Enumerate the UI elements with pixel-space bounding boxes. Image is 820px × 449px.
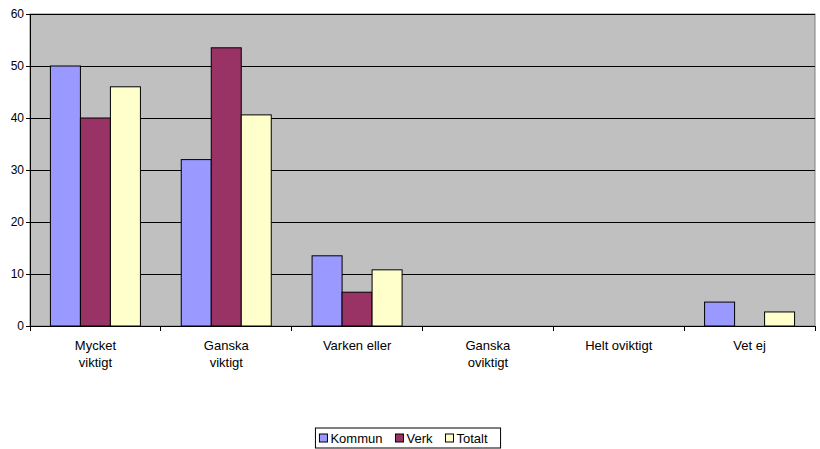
plot-area xyxy=(30,14,815,326)
legend-label: Totalt xyxy=(456,431,487,446)
x-tick xyxy=(815,326,816,331)
y-tick xyxy=(26,326,30,327)
y-tick xyxy=(26,66,30,67)
x-tick-label: Varken eller xyxy=(323,338,392,353)
y-tick-label: 20 xyxy=(11,215,25,229)
x-tick xyxy=(553,326,554,331)
legend-swatch xyxy=(445,434,453,442)
bars xyxy=(50,48,794,326)
grid-line xyxy=(30,118,815,119)
x-tick-label: Vet ej xyxy=(733,338,766,353)
legend-swatch xyxy=(395,434,403,442)
legend: Kommun Verk Totalt xyxy=(315,428,500,448)
x-tick xyxy=(422,326,423,331)
grid-line xyxy=(30,326,815,327)
y-tick-label: 0 xyxy=(17,319,24,333)
y-tick-label: 60 xyxy=(11,7,25,21)
y-tick xyxy=(26,118,30,119)
chart: 0 10 20 30 40 50 60 Mycketviktigt Ganskaviktigt V… xyxy=(0,0,820,449)
bar xyxy=(181,160,211,326)
y-tick-label: 30 xyxy=(11,163,25,177)
legend-label: Verk xyxy=(406,431,433,446)
y-tick xyxy=(26,274,30,275)
bar xyxy=(110,87,140,326)
legend-swatch xyxy=(319,434,327,442)
x-tick-label: Ganskaoviktigt xyxy=(466,338,512,370)
y-tick xyxy=(26,170,30,171)
y-tick xyxy=(26,222,30,223)
y-tick-label: 40 xyxy=(11,111,25,125)
bar xyxy=(312,256,342,326)
y-tick xyxy=(26,14,30,15)
grid-line xyxy=(30,170,815,171)
grid-line xyxy=(30,222,815,223)
x-axis xyxy=(30,326,815,327)
x-tick-label: Helt oviktigt xyxy=(585,338,653,353)
x-tick xyxy=(291,326,292,331)
y-tick-label: 50 xyxy=(11,59,25,73)
bar xyxy=(705,302,735,326)
y-axis xyxy=(30,14,31,326)
x-tick xyxy=(160,326,161,331)
bar xyxy=(342,292,372,326)
grid-line xyxy=(30,14,815,15)
bar xyxy=(80,118,110,326)
bar xyxy=(241,115,271,326)
x-tick xyxy=(30,326,31,331)
bar xyxy=(765,312,795,326)
bar xyxy=(211,48,241,326)
grid-line xyxy=(30,274,815,275)
x-tick-label: Ganskaviktigt xyxy=(204,338,250,370)
x-tick xyxy=(684,326,685,331)
x-tick-label: Mycketviktigt xyxy=(75,338,117,370)
grid-line xyxy=(30,66,815,67)
bar xyxy=(372,270,402,326)
legend-box xyxy=(315,428,500,448)
bar xyxy=(50,66,80,326)
y-tick-label: 10 xyxy=(11,267,25,281)
legend-label: Kommun xyxy=(330,431,382,446)
